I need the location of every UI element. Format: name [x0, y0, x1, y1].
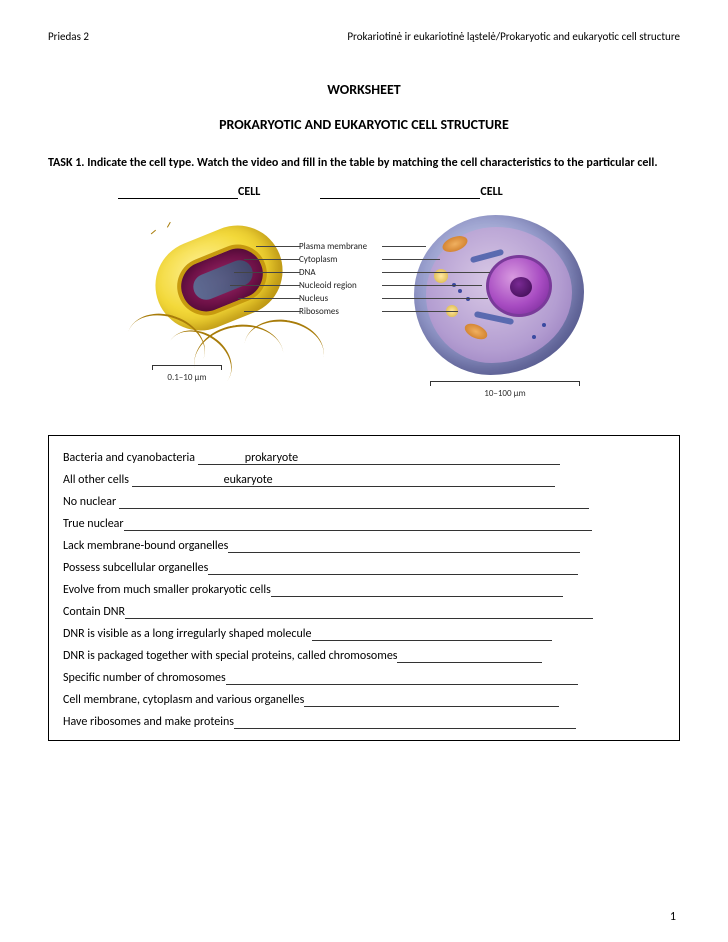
- leader-line: [382, 259, 440, 260]
- label-nucleus: Nucleus: [299, 292, 367, 305]
- cell-label-right: CELL: [480, 185, 502, 199]
- cell-label-left: CELL: [238, 185, 260, 199]
- line-prefix: Evolve from much smaller prokaryotic cel…: [63, 583, 271, 597]
- blank-lead[interactable]: [132, 475, 222, 487]
- worksheet-line[interactable]: Have ribosomes and make proteins: [63, 710, 665, 732]
- worksheet-line[interactable]: Cell membrane, cytoplasm and various org…: [63, 688, 665, 710]
- blank-tail[interactable]: [275, 475, 555, 487]
- blank-tail[interactable]: [124, 519, 592, 531]
- cell-type-headers: CELL CELL: [118, 185, 680, 199]
- filled-answer: prokaryote: [243, 451, 300, 465]
- worksheet-line[interactable]: No nuclear: [63, 490, 665, 512]
- filled-answer: eukaryote: [222, 473, 275, 487]
- leader-line: [256, 246, 300, 247]
- task-instruction: TASK 1. Indicate the cell type. Watch th…: [48, 155, 680, 171]
- blank-tail[interactable]: [304, 695, 559, 707]
- pilus-icon: [167, 222, 175, 230]
- label-nucleoid: Nucleoid region: [299, 279, 367, 292]
- leader-line: [230, 285, 300, 286]
- leader-line: [382, 298, 488, 299]
- leader-line: [382, 272, 490, 273]
- worksheet-line[interactable]: Specific number of chromosomes: [63, 666, 665, 688]
- blank-tail[interactable]: [228, 541, 580, 553]
- worksheet-line[interactable]: Evolve from much smaller prokaryotic cel…: [63, 578, 665, 600]
- line-prefix: Have ribosomes and make proteins: [63, 715, 234, 729]
- blank-tail[interactable]: [397, 651, 542, 663]
- pilus-icon: [151, 230, 159, 238]
- worksheet-title: WORKSHEET: [48, 81, 680, 98]
- line-prefix: No nuclear: [63, 495, 119, 509]
- header-right: Prokariotinė ir eukariotinė ląstelė/Prok…: [347, 30, 680, 43]
- subject-title: PROKARYOTIC AND EUKARYOTIC CELL STRUCTUR…: [48, 116, 680, 133]
- worksheet-line[interactable]: All other cells eukaryote: [63, 468, 665, 490]
- label-ribosomes: Ribosomes: [299, 305, 367, 318]
- blank-tail[interactable]: [125, 607, 593, 619]
- blank-tail[interactable]: [300, 453, 560, 465]
- label-plasma-membrane: Plasma membrane: [299, 240, 367, 253]
- line-prefix: Bacteria and cyanobacteria: [63, 451, 198, 465]
- line-prefix: DNR is packaged together with special pr…: [63, 649, 397, 663]
- blank-tail[interactable]: [226, 673, 578, 685]
- label-dna: DNA: [299, 266, 367, 279]
- worksheet-line[interactable]: DNR is packaged together with special pr…: [63, 644, 665, 666]
- line-prefix: Specific number of chromosomes: [63, 671, 226, 685]
- blank-tail[interactable]: [119, 497, 589, 509]
- leader-line: [244, 259, 300, 260]
- leader-line: [382, 285, 482, 286]
- line-prefix: Cell membrane, cytoplasm and various org…: [63, 693, 304, 707]
- line-prefix: True nuclear: [63, 517, 124, 531]
- leader-line: [382, 311, 458, 312]
- worksheet-line[interactable]: True nuclear: [63, 512, 665, 534]
- leader-line: [382, 246, 426, 247]
- blank-tail[interactable]: [208, 563, 578, 575]
- scale-right-text: 10–100 µm: [430, 388, 580, 399]
- blank-tail[interactable]: [271, 585, 563, 597]
- blank-tail[interactable]: [312, 629, 552, 641]
- scale-left-text: 0.1–10 µm: [152, 372, 222, 383]
- diagram-label-column: Plasma membrane Cytoplasm DNA Nucleoid r…: [299, 240, 367, 318]
- right-cell-blank[interactable]: CELL: [320, 185, 502, 199]
- characteristics-table: Bacteria and cyanobacteria prokaryoteAll…: [48, 435, 680, 741]
- label-cytoplasm: Cytoplasm: [299, 253, 367, 266]
- line-prefix: All other cells: [63, 473, 132, 487]
- leader-line: [234, 272, 300, 273]
- page-header: Priedas 2 Prokariotinė ir eukariotinė lą…: [48, 30, 680, 43]
- line-prefix: Lack membrane-bound organelles: [63, 539, 228, 553]
- cell-diagram: Plasma membrane Cytoplasm DNA Nucleoid r…: [48, 205, 680, 415]
- left-cell-blank[interactable]: CELL: [118, 185, 260, 199]
- header-left: Priedas 2: [48, 30, 89, 43]
- blank-tail[interactable]: [234, 717, 576, 729]
- page-number: 1: [670, 910, 676, 924]
- worksheet-line[interactable]: Lack membrane-bound organelles: [63, 534, 665, 556]
- worksheet-line[interactable]: Possess subcellular organelles: [63, 556, 665, 578]
- line-prefix: DNR is visible as a long irregularly sha…: [63, 627, 312, 641]
- line-prefix: Contain DNR: [63, 605, 125, 619]
- line-prefix: Possess subcellular organelles: [63, 561, 208, 575]
- leader-line: [244, 311, 300, 312]
- leader-line: [238, 298, 300, 299]
- blank-lead[interactable]: [198, 453, 243, 465]
- worksheet-line[interactable]: Bacteria and cyanobacteria prokaryote: [63, 446, 665, 468]
- scale-bar-right: 10–100 µm: [430, 381, 580, 399]
- worksheet-line[interactable]: Contain DNR: [63, 600, 665, 622]
- worksheet-line[interactable]: DNR is visible as a long irregularly sha…: [63, 622, 665, 644]
- scale-bar-left: 0.1–10 µm: [152, 365, 222, 383]
